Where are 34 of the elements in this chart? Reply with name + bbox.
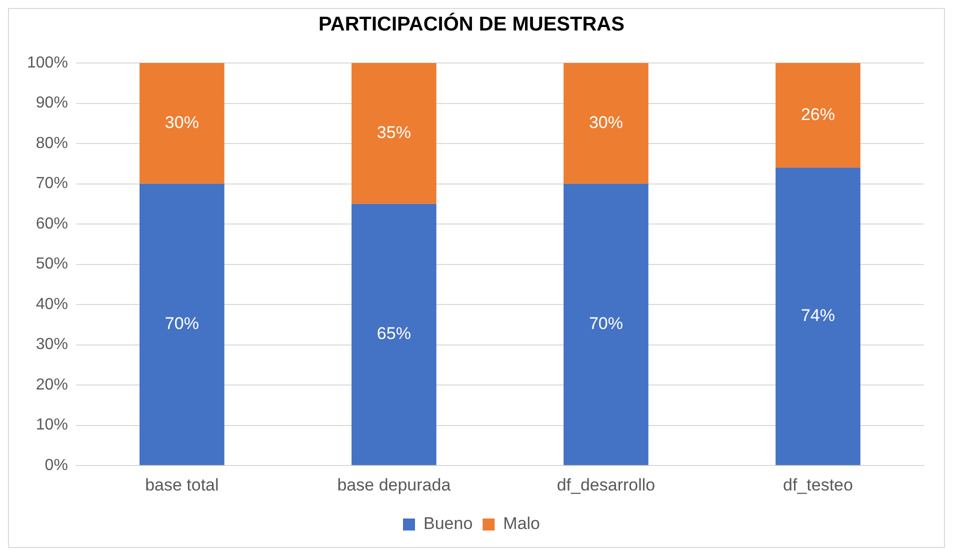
y-tick-label: 20% <box>36 376 68 394</box>
y-tick-label: 0% <box>44 457 68 474</box>
y-tick-label: 100% <box>27 54 68 72</box>
bar <box>352 204 436 466</box>
x-tick-label: base total <box>145 475 219 494</box>
legend-label: Bueno <box>424 514 473 534</box>
legend-label: Malo <box>503 514 540 534</box>
y-tick-label: 70% <box>36 175 68 192</box>
bar <box>140 63 224 184</box>
y-tick-label: 90% <box>36 94 68 112</box>
data-label: 26% <box>800 105 836 124</box>
y-tick-label: 40% <box>36 296 68 313</box>
x-tick-label: df_testeo <box>783 475 853 494</box>
y-tick-label: 30% <box>36 336 68 354</box>
data-label: 30% <box>588 113 623 132</box>
bar <box>776 63 860 168</box>
bar <box>564 184 648 466</box>
y-tick-label: 10% <box>36 416 68 434</box>
data-label: 70% <box>164 314 199 334</box>
data-label: 35% <box>376 123 411 142</box>
x-tick-label: base depurada <box>337 475 452 494</box>
data-label: 30% <box>164 113 199 132</box>
y-tick-label: 80% <box>36 134 68 152</box>
bar <box>140 184 224 466</box>
bar <box>776 168 860 466</box>
data-label: 65% <box>376 324 411 344</box>
bar <box>352 63 436 204</box>
chart-title: PARTICIPACIÓN DE MUESTRAS <box>318 12 624 36</box>
y-tick-label: 60% <box>36 215 68 232</box>
data-label: 74% <box>800 306 836 326</box>
y-tick-label: 50% <box>36 256 68 273</box>
x-tick-label: df_desarrollo <box>556 475 656 494</box>
data-label: 70% <box>588 314 623 334</box>
bar <box>564 63 648 184</box>
